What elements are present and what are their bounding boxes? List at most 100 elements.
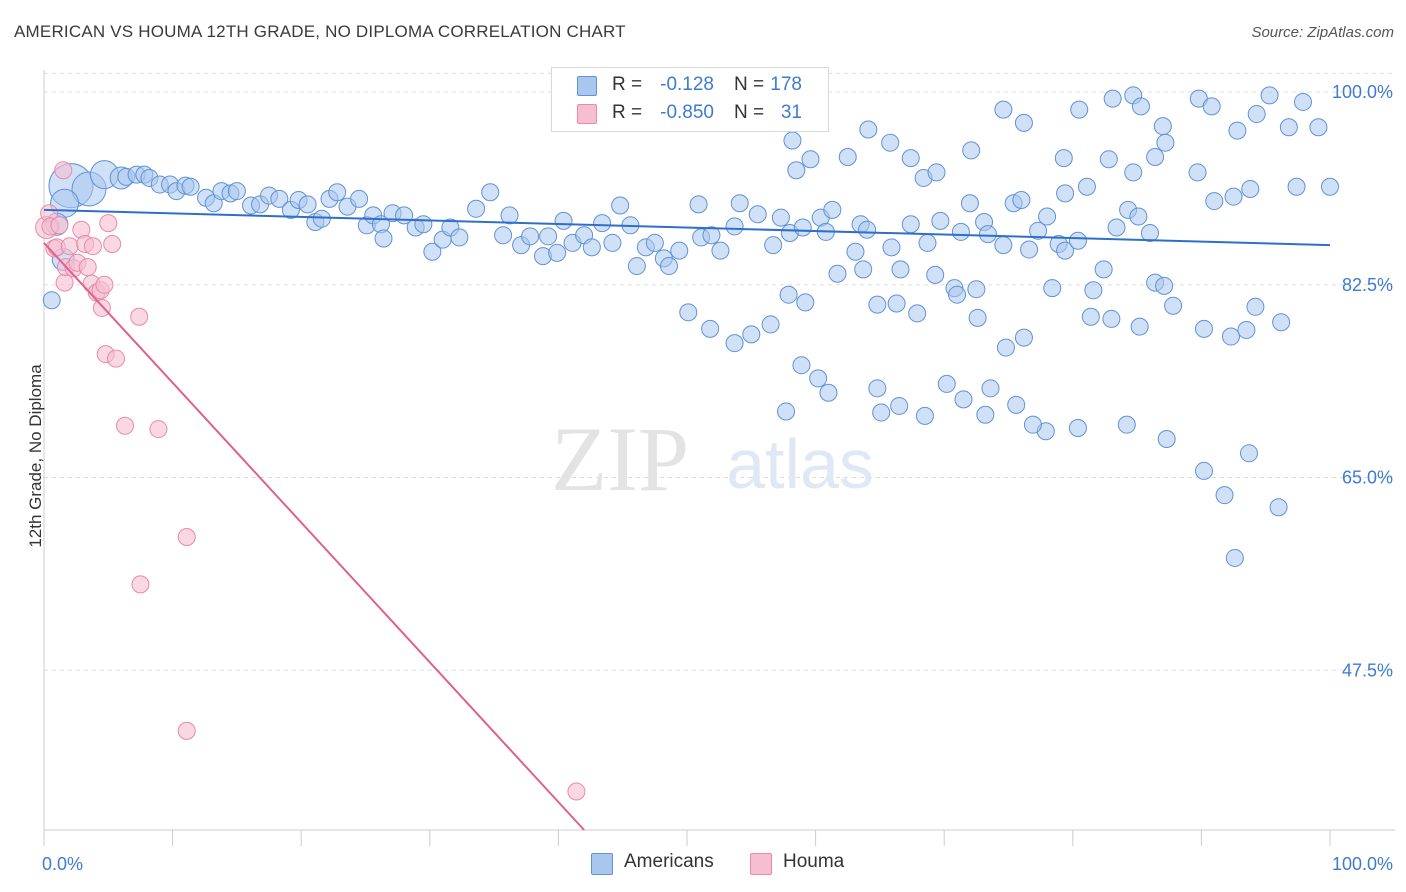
americans-point [783,131,802,150]
americans-point [1054,149,1073,168]
americans-point [951,222,970,241]
watermark-atlas: atlas [726,425,874,503]
americans-point [1153,117,1172,136]
watermark: ZIP atlas [551,408,874,510]
houma-point [95,275,114,294]
americans-point [711,241,730,260]
trendlines [43,208,1331,831]
americans-point [1094,260,1113,279]
y-tick-label: 100.0% [1332,82,1393,102]
americans-point [1043,279,1062,298]
americans-point [730,194,749,213]
houma-point [83,237,102,256]
legend-row-houma: R = -0.850 N = 31 [552,100,828,128]
americans-point [521,227,540,246]
americans-point [908,304,927,323]
americans-point [823,200,842,219]
americans-point [467,199,486,218]
americans-point [1081,307,1100,326]
x-tick-label: 0.0% [42,854,83,874]
americans-point [42,291,61,310]
americans-point [1056,184,1075,203]
americans-point [779,285,798,304]
americans-point [978,225,997,244]
americans-point [611,196,630,215]
y-axis-label: 12th Grade, No Diploma [26,364,45,548]
americans-point [854,260,873,279]
americans-point [931,211,950,230]
americans-point [539,227,558,246]
x-tick-label: 100.0% [1332,854,1393,874]
americans-point [1014,113,1033,132]
americans-point [1007,395,1026,414]
americans-point [1157,429,1176,448]
americans-point [1103,89,1122,108]
americans-point [960,194,979,213]
americans-point [748,205,767,224]
americans-point [994,100,1013,119]
americans-point [787,161,806,180]
y-tick-label: 65.0% [1342,468,1393,488]
axes [43,70,1395,846]
americans-point [1221,327,1240,346]
americans-point [901,215,920,234]
americans-point [328,183,347,202]
americans-point [1038,207,1057,226]
americans-point [819,383,838,402]
houma-point [149,420,168,439]
americans-point [1272,313,1291,332]
americans-point [891,260,910,279]
americans-point [1215,486,1234,505]
americans-point [994,236,1013,255]
americans-point [937,374,956,393]
americans-point [701,319,720,338]
americans-point [423,242,442,261]
americans-point [796,293,815,312]
bottom-legend-swatch-americans [591,853,613,875]
americans-point [450,228,469,247]
americans-point [1202,97,1221,116]
americans-point [761,315,780,334]
americans-point [1247,105,1266,124]
americans-point [962,141,981,160]
y-tick-labels: 100.0% 82.5% 65.0% 47.5% [1332,82,1393,680]
americans-point [858,220,877,239]
americans-point [1129,207,1148,226]
americans-point [1225,548,1244,567]
americans-point [976,405,995,424]
americans-point [1107,218,1126,237]
americans-point [1228,121,1247,140]
americans-point [996,338,1015,357]
americans-point [764,236,783,255]
legend-swatch-houma [577,104,597,124]
houma-point [50,216,69,235]
bottom-legend-swatch-houma [750,853,772,875]
americans-point [1239,444,1258,463]
americans-point [1194,461,1213,480]
americans-point [918,233,937,252]
americans-point [374,229,393,248]
americans-point [270,189,289,208]
americans-point [1099,150,1118,169]
houma-point [131,575,150,594]
americans-point [494,226,513,245]
americans-point [1014,328,1033,347]
americans-point [1012,190,1031,209]
americans-point [1246,297,1265,316]
houma-points [35,161,586,801]
americans-point [1224,187,1243,206]
americans-point [901,149,920,168]
americans-point [828,264,847,283]
legend-swatch-americans [577,76,597,96]
americans-point [702,226,721,245]
americans-point [926,265,945,284]
americans-point [1269,498,1288,517]
americans-point [967,280,986,299]
americans-points [42,86,1339,567]
americans-point [481,183,500,202]
americans-point [881,133,900,152]
legend-r-value-houma: -0.850 [660,102,714,123]
americans-point [1188,163,1207,182]
americans-point [645,233,664,252]
